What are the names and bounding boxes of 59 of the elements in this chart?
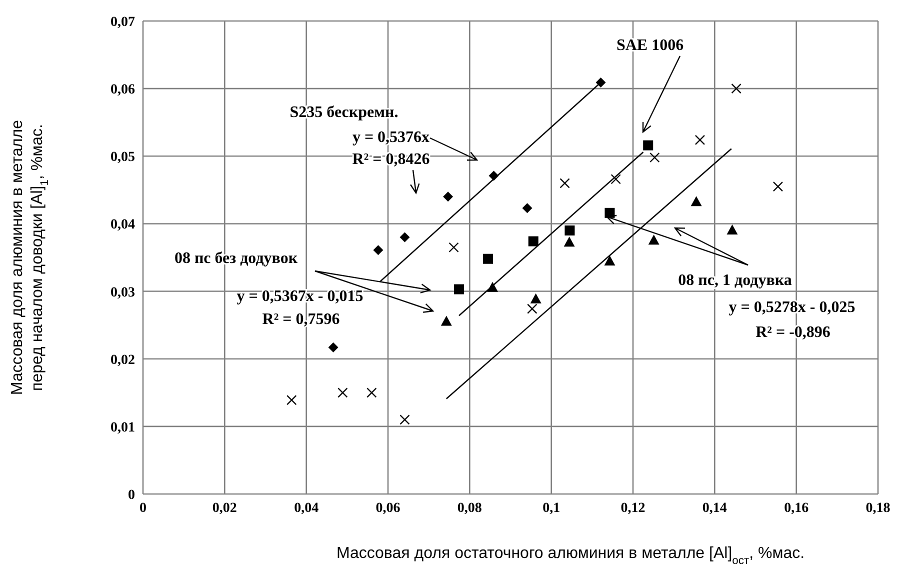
y-tick-label: 0,05 [110,150,135,166]
point [443,192,454,202]
point [690,196,702,206]
annotation: SAE 1006 [616,36,684,54]
y-tick-label: 0,04 [110,218,135,233]
x-tick-label: 0,16 [784,500,809,516]
point [530,293,542,304]
point [726,224,738,234]
x-tick-label: 0,08 [457,500,482,516]
point [400,232,410,242]
y-tick-label: 0 [128,488,135,503]
point [286,394,297,406]
point [731,83,742,94]
y-tick-label: 0,07 [110,14,135,30]
point [338,388,348,398]
point [564,236,575,247]
point [643,140,654,150]
point [610,174,621,184]
point [448,242,459,252]
point [528,236,538,246]
point [373,245,384,256]
point [522,203,532,214]
x-tick-label: 0,04 [294,500,319,516]
annotation: S235 бескремн. [290,104,398,121]
point [694,134,706,146]
x-tick-label: 0 [140,500,146,516]
x-tick-label: 0,18 [866,500,890,516]
point [564,225,575,236]
x-tick-label: 0,02 [212,500,237,516]
point [604,256,616,266]
y-tick-label: 0,01 [110,420,135,436]
point [650,152,660,163]
x-tick-label: 0,12 [620,500,646,516]
point [483,254,494,264]
annotation: y = 0,5367x - 0,015 [236,288,364,305]
point [527,304,538,314]
point [328,342,338,352]
annotation: R² = 0,8426 [352,150,430,168]
annotation: 08 пс, 1 додувка [678,272,792,289]
y-tick-label: 0,03 [110,285,135,300]
annotation: R² = 0,7596 [262,310,340,328]
point [560,178,570,188]
x-tick-label: 0,14 [702,500,727,516]
annotation: R² = -0,896 [756,324,830,341]
point [596,77,606,88]
annotation: y = 0,5278x - 0,025 [728,298,856,316]
point [440,316,452,326]
annotation: 08 пс без додувок [174,250,298,267]
point [400,414,410,425]
y-tick-label: 0,02 [110,352,135,368]
point [648,234,660,245]
x-tick-label: 0,1 [542,500,560,516]
x-axis-title: Массовая доля остаточного алюминия в металле [Al]$_{ост}$, %мас. [336,545,805,564]
y-tick-label: 0,06 [110,82,135,98]
point [366,388,377,398]
annotation: y = 0,5376x [352,128,430,146]
point [772,181,784,192]
x-tick-label: 0,06 [376,500,400,516]
point [454,284,464,294]
